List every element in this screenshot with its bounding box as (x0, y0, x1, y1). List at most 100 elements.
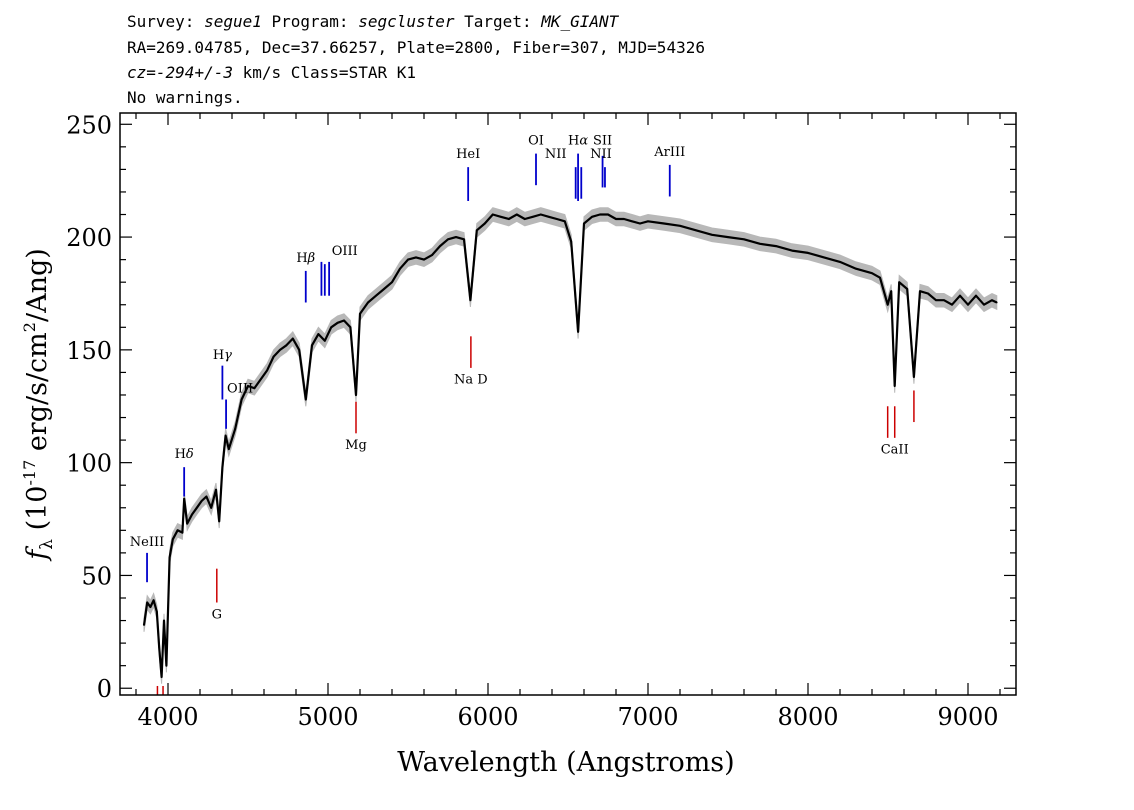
spectrum-point (149, 606, 152, 608)
spectrum-point (399, 267, 401, 270)
program-label: Program: (261, 12, 359, 31)
spectrum-point (484, 222, 486, 225)
spectrum-point (285, 344, 288, 347)
spectrum-point (146, 601, 148, 604)
spectrum-point (176, 529, 179, 532)
line-label: NII (545, 147, 567, 162)
spectrum-point (807, 252, 809, 254)
y-label-sub: λ (37, 539, 57, 550)
spectrum-point (367, 301, 369, 304)
spectrum-point (893, 385, 896, 387)
spectrum-point (570, 240, 572, 243)
y-tick-label: 50 (81, 562, 112, 590)
spectrum-point (439, 245, 441, 247)
line-label: Hβ (296, 251, 315, 266)
spectrum-line-layer (142, 213, 998, 679)
line-label: NeIII (130, 535, 164, 550)
spectrum-point (839, 261, 841, 263)
spectrum-point (492, 213, 494, 216)
y-label-exp2: 2 (20, 322, 39, 332)
spectrum-point (298, 349, 301, 351)
spectrum-point (959, 294, 961, 297)
spectrum-point (476, 229, 478, 232)
spectrum-point (532, 216, 534, 218)
spectrum-point (639, 222, 641, 225)
spectrum-point (991, 299, 993, 302)
spectrum-point (906, 288, 908, 290)
spectrum-point (679, 225, 681, 227)
spectrum-point (240, 398, 243, 401)
spectrum-point (196, 507, 198, 509)
spectrum-point (886, 303, 889, 306)
spectrum-point (143, 624, 145, 626)
spectrum-point (615, 218, 617, 220)
spectrum-point (407, 258, 409, 261)
spectrum-point (279, 349, 281, 351)
spectrum-point (556, 218, 558, 220)
y-axis-label: fλ (10-17 erg/s/cm2/Ang) (20, 248, 57, 562)
x-tick-label: 8000 (777, 703, 838, 731)
line-label: Na D (454, 373, 488, 388)
header-line-1: Survey: segue1 Program: segcluster Targe… (127, 12, 618, 32)
x-tick-label: 6000 (457, 703, 518, 731)
spectrum-point (215, 488, 217, 491)
spectrum-point (890, 290, 892, 293)
spectrum-point (205, 495, 208, 498)
x-tick-label: 7000 (617, 703, 678, 731)
spectrum-point (311, 344, 313, 347)
spectrum-point (247, 385, 249, 387)
spectrum-point (927, 292, 929, 295)
spectrum-point (919, 290, 921, 293)
spectrum-point (330, 326, 333, 329)
line-label: NII (590, 147, 612, 162)
spectrum-point (879, 276, 881, 279)
spectrum-point (983, 303, 985, 306)
spectrum-point (791, 249, 793, 252)
spectrum-point (343, 319, 345, 322)
spectrum-point (500, 216, 502, 218)
spectrum-point (591, 216, 593, 218)
spectrum-point (996, 301, 998, 304)
spectrum-point (415, 256, 417, 259)
spectrum-point (172, 538, 174, 541)
x-tick-label: 5000 (297, 703, 358, 731)
axis-ticks-layer: 4000 5000 6000 7000 8000 9000 0 50 100 150 200 250 (66, 111, 1016, 731)
y-tick-label: 0 (97, 675, 112, 703)
plot-frame (119, 112, 1017, 696)
x-tick-label: 9000 (937, 703, 998, 731)
spectrum-point (463, 238, 465, 241)
y-label-open: (10 (22, 486, 53, 539)
line-label: ArIII (653, 145, 685, 160)
spectrum-point (210, 507, 212, 509)
line-label: SII (593, 134, 612, 149)
spectrum-point (871, 272, 873, 275)
spectrum-point (935, 299, 937, 302)
spectrum-point (943, 299, 945, 302)
x-tick-label: 4000 (137, 703, 198, 731)
spectrum-point (727, 236, 729, 238)
spectrum-point (508, 218, 510, 220)
spectrum-point (391, 281, 393, 284)
spectrum-point (336, 322, 339, 324)
line-label: Hγ (213, 348, 232, 363)
spectrum-point (564, 220, 566, 223)
line-label: OIII (227, 382, 253, 397)
spectrum-point (152, 599, 155, 602)
header-line-4: No warnings. (127, 88, 243, 107)
spectrum-point (183, 497, 185, 500)
spectrum-point (224, 434, 227, 437)
line-label: OI (528, 134, 544, 149)
spectrum-point (743, 238, 745, 241)
spectrum-point (260, 378, 262, 381)
spectrum-point (383, 288, 385, 290)
spectrum-point (607, 213, 609, 216)
spectrum-point (272, 355, 275, 358)
spectrum-point (855, 267, 857, 270)
spectrum-point (158, 646, 160, 649)
spectrum-point (455, 236, 457, 238)
spectrum-point (165, 664, 168, 667)
y-tick-label: 100 (66, 450, 112, 478)
spectrum-point (663, 222, 665, 225)
